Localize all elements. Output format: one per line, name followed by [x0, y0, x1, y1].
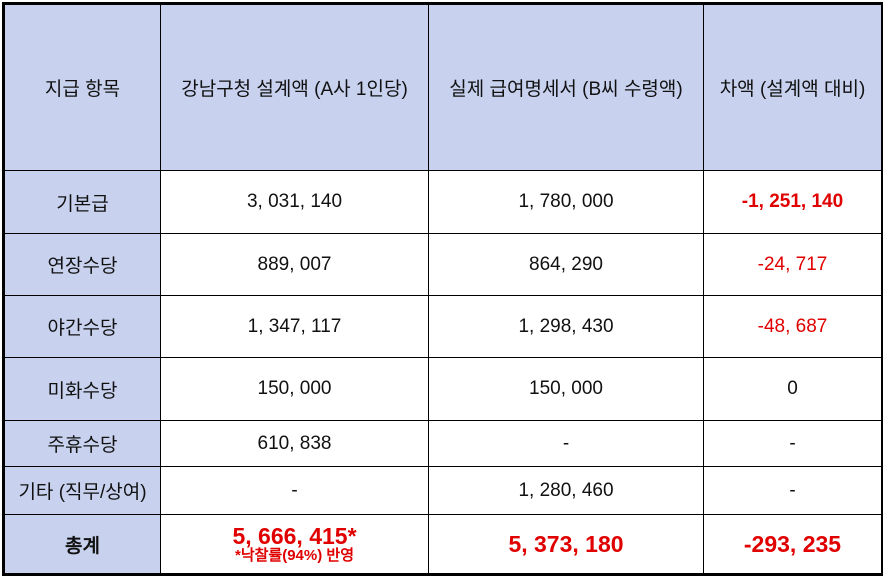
cell: 864, 290 [428, 233, 704, 296]
diff-cell: -48, 687 [703, 295, 883, 358]
row-label: 미화수당 [3, 357, 161, 421]
row-label: 기타 (직무/상여) [3, 466, 161, 515]
cell: 3, 031, 140 [160, 170, 429, 234]
diff-cell: - [703, 466, 883, 515]
header-cell: 차액 (설계액 대비) [703, 3, 883, 171]
cell: 610, 838 [160, 420, 429, 467]
total-cell: 5, 373, 180 [428, 514, 704, 575]
header-cell: 지급 항목 [3, 3, 161, 171]
cell: 1, 347, 117 [160, 295, 429, 358]
total-value: 5, 666, 415* [232, 523, 357, 549]
header-cell: 강남구청 설계액 (A사 1인당) [160, 3, 429, 171]
cell: - [160, 466, 429, 515]
cell: 150, 000 [428, 357, 704, 421]
total-cell: 5, 666, 415* *낙찰률(94%) 반영 [160, 514, 429, 575]
header-row: 지급 항목 강남구청 설계액 (A사 1인당) 실제 급여명세서 (B씨 수령액… [3, 3, 883, 171]
row-label: 총계 [3, 514, 161, 575]
cell: 150, 000 [160, 357, 429, 421]
cell: 1, 780, 000 [428, 170, 704, 234]
diff-cell: -1, 251, 140 [703, 170, 883, 234]
note: *낙찰률(94%) 반영 [234, 547, 355, 564]
cell: 1, 280, 460 [428, 466, 704, 515]
row-label: 야간수당 [3, 295, 161, 358]
diff-cell: 0 [703, 357, 883, 421]
total-row: 총계 5, 666, 415* *낙찰률(94%) 반영 5, 373, 180 … [3, 514, 883, 575]
cell: 889, 007 [160, 233, 429, 296]
diff-cell: -24, 717 [703, 233, 883, 296]
cell: - [428, 420, 704, 467]
total-cell: -293, 235 [703, 514, 883, 575]
row-label: 연장수당 [3, 233, 161, 296]
header-cell: 실제 급여명세서 (B씨 수령액) [428, 3, 704, 171]
diff-cell: - [703, 420, 883, 467]
row-label: 기본급 [3, 170, 161, 234]
cell: 1, 298, 430 [428, 295, 704, 358]
row-label: 주휴수당 [3, 420, 161, 467]
